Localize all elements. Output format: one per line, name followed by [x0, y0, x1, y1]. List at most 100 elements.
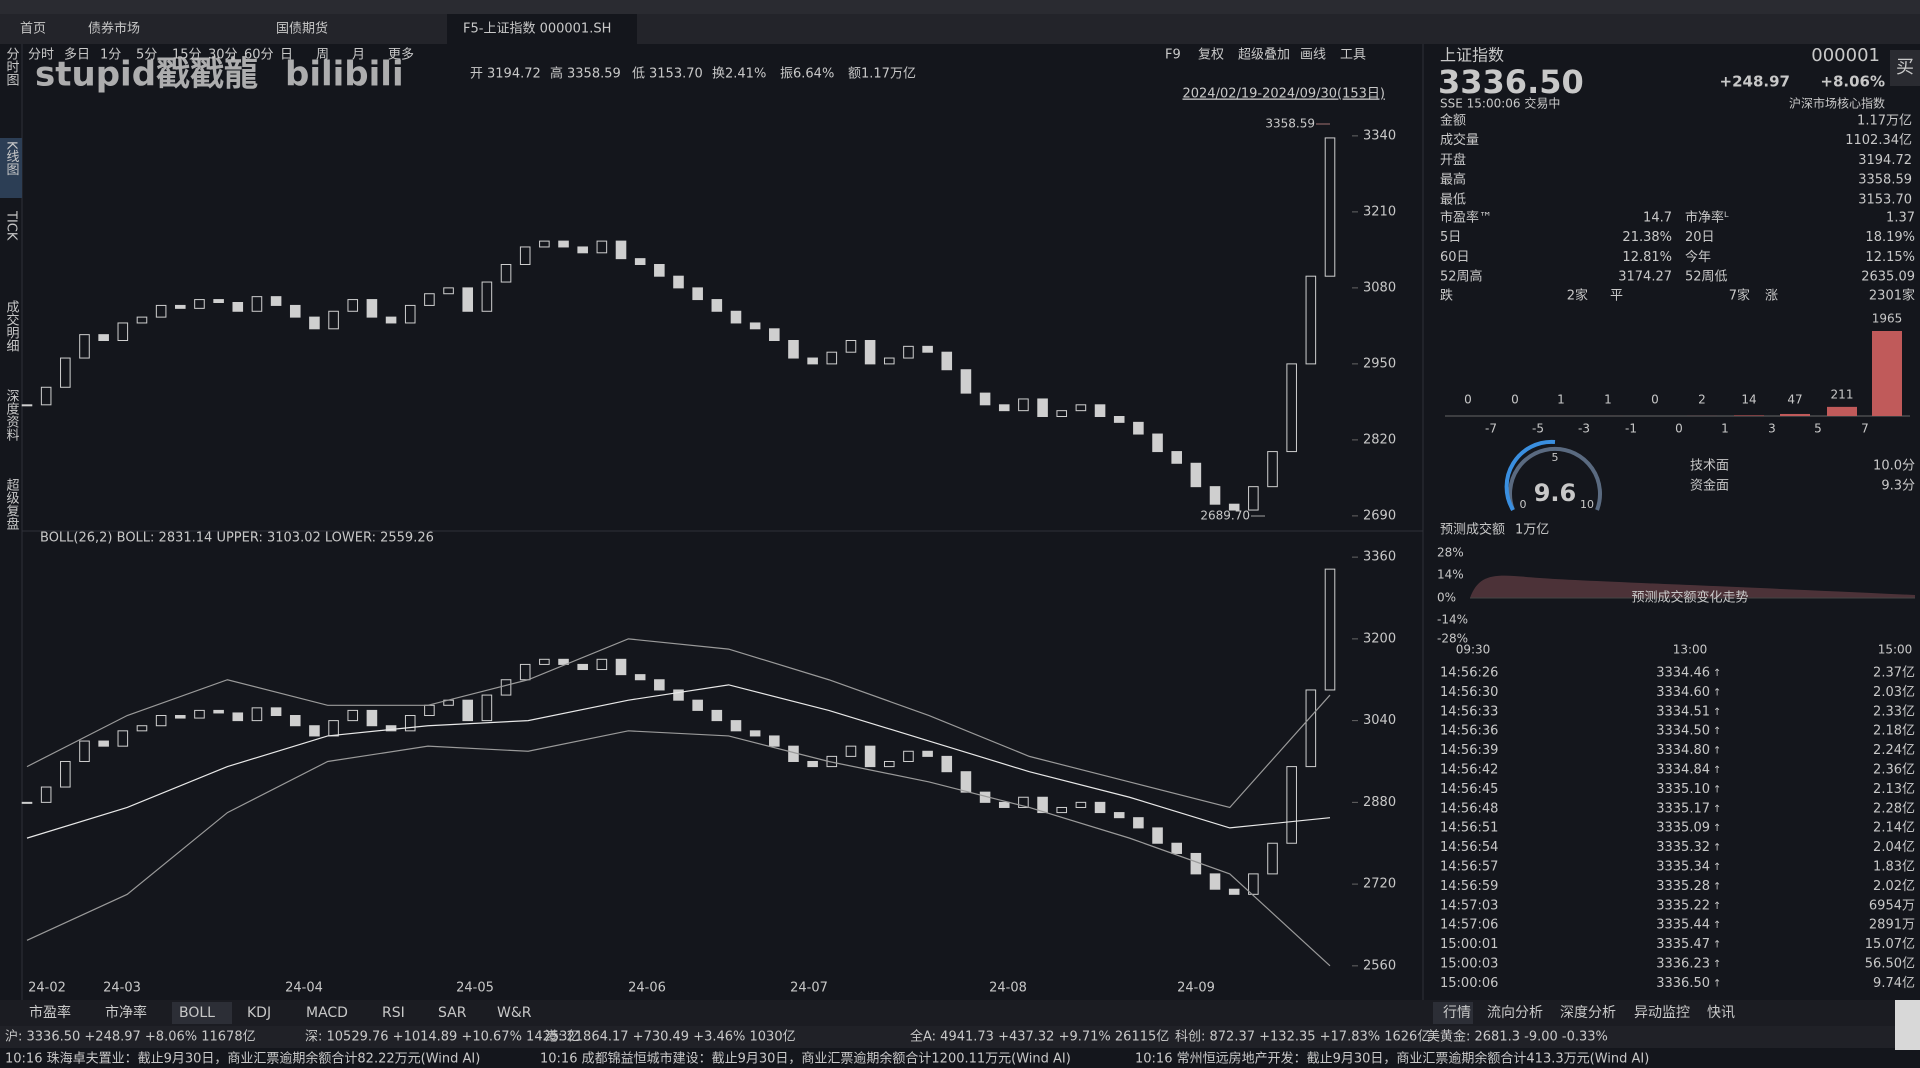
bar-label: 47: [1787, 393, 1802, 407]
trade-price: 3335.10: [1656, 782, 1710, 797]
stat-label: 52周低: [1685, 270, 1728, 285]
period-button: 60分: [244, 48, 274, 63]
candle: [366, 709, 378, 727]
candle: [673, 689, 684, 701]
stock-change: +248.97: [1720, 73, 1790, 91]
candle: [1248, 486, 1259, 511]
stat-label: 20日: [1685, 230, 1715, 245]
right-tab: 流向分析: [1487, 1005, 1543, 1021]
bar-label: 2: [1698, 393, 1706, 407]
trade-volume: 56.50亿: [1865, 957, 1915, 972]
candle: [175, 304, 186, 309]
candle: [692, 699, 703, 711]
stat-label: 今年: [1685, 249, 1711, 265]
trade-arrow: ↑: [1713, 920, 1721, 931]
trade-price: 3336.23: [1656, 957, 1710, 972]
right-tab: 行情: [1443, 1005, 1471, 1021]
candle: [328, 310, 339, 330]
candle: [634, 258, 646, 265]
period-button: 分时: [28, 48, 54, 63]
candle: [270, 296, 282, 306]
x-tick-label: 09:30: [1456, 643, 1491, 657]
trade-price: 3335.34: [1656, 860, 1710, 875]
trade-volume: 2.37亿: [1873, 666, 1915, 681]
candle: [654, 263, 665, 277]
gauge-fill: [1504, 439, 1556, 512]
trade-volume: 2.33亿: [1873, 704, 1915, 719]
trade-arrow: ↑: [1713, 804, 1721, 815]
stat-label: 市盈率™: [1440, 210, 1492, 226]
candle: [673, 275, 684, 289]
trade-arrow: ↑: [1713, 707, 1721, 718]
tool-button: 超级叠加: [1238, 48, 1290, 63]
trade-time: 15:00:03: [1440, 957, 1498, 972]
trade-volume: 6954万: [1869, 898, 1915, 913]
boll-line: [26, 730, 1331, 967]
buy-button[interactable]: [1890, 50, 1920, 86]
gauge-row-label: 技术面: [1690, 459, 1729, 474]
right-tab: 快讯: [1707, 1005, 1735, 1021]
candle: [309, 725, 320, 737]
trade-time: 14:56:39: [1440, 743, 1498, 758]
candle: [1248, 873, 1259, 895]
y-tick-label: 14%: [1437, 568, 1464, 582]
bar-label: 0: [1511, 393, 1519, 407]
trade-time: 15:00:01: [1440, 937, 1498, 952]
boll-line: [26, 638, 1331, 809]
trade-volume: 2.18亿: [1873, 724, 1915, 739]
y-tick-label: -28%: [1437, 632, 1468, 646]
period-button: 30分: [208, 48, 238, 63]
quote-field: 3153.70: [649, 67, 703, 82]
side-nav: 分时图: [4, 47, 20, 86]
trade-time: 15:00:06: [1440, 976, 1498, 991]
candle: [519, 246, 531, 265]
stock-price: 3336.50: [1438, 63, 1584, 101]
stat-value: 1102.34亿: [1845, 133, 1912, 148]
period-button: 1分: [100, 48, 121, 63]
stat-value: 3194.72: [1858, 153, 1912, 168]
bar: [1734, 415, 1764, 416]
candle: [117, 322, 129, 342]
quote-field: 低: [632, 67, 645, 82]
candle: [500, 679, 512, 696]
gauge-row-value: 10.0分: [1873, 459, 1915, 474]
stat-label: 60日: [1440, 250, 1470, 265]
active-right-tab: [1433, 1002, 1473, 1024]
candle: [194, 709, 205, 719]
side-nav: 成交明细: [4, 300, 20, 352]
x-tick-label: -7: [1485, 422, 1497, 436]
stat-value: 12.81%: [1622, 250, 1672, 265]
stat-value: 3153.70: [1858, 192, 1912, 207]
breadth: 2301家: [1869, 288, 1915, 304]
gauge-row-value: 9.3分: [1881, 479, 1915, 494]
indicator-tab: KDJ: [247, 1005, 271, 1021]
watermark: stupid戳戳龍: [35, 55, 258, 95]
y-tick-label: 2820: [1363, 432, 1396, 447]
x-tick-label: 1: [1721, 422, 1729, 436]
candle: [232, 301, 244, 312]
trade-time: 14:56:33: [1440, 704, 1498, 719]
stock-tag: 沪深市场核心指数: [1789, 96, 1885, 111]
collapse-button[interactable]: [1895, 1000, 1920, 1050]
candle: [1286, 363, 1297, 453]
stat-label: 开盘: [1440, 152, 1466, 168]
stat-value: 3174.27: [1618, 270, 1672, 285]
candle: [251, 296, 263, 312]
quote-field: 额1.17万亿: [848, 67, 916, 82]
candle: [596, 240, 608, 254]
candle: [98, 740, 109, 747]
bar-label: 211: [1831, 387, 1854, 401]
candle: [1228, 888, 1240, 895]
x-tick-label: -3: [1578, 422, 1590, 436]
gauge-tick: 10: [1580, 498, 1594, 511]
status-item: 美黄金: 2681.3 -9.00 -0.33%: [1427, 1029, 1608, 1045]
buy-label: 买: [1896, 57, 1914, 78]
trade-arrow: ↑: [1713, 687, 1721, 698]
tool-button: 复权: [1198, 47, 1224, 63]
indicator-tab: RSI: [382, 1005, 405, 1021]
trade-arrow: ↑: [1713, 940, 1721, 951]
breadth: 跌: [1440, 288, 1453, 304]
candle: [1152, 827, 1163, 844]
candle: [1190, 852, 1202, 875]
status-item: 全A: 4941.73 +437.32 +9.71% 26115亿: [910, 1029, 1169, 1045]
